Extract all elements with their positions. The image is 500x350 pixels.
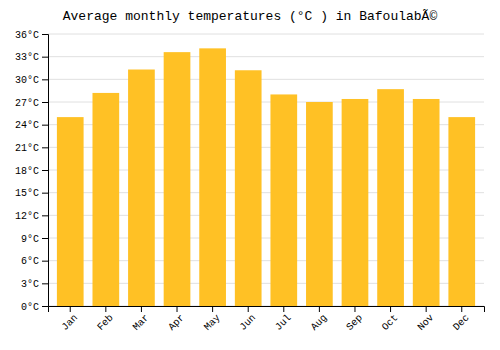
tick-mark xyxy=(70,306,71,312)
plot-area: 0°C 3°C 6°C 9°C 12°C 15°C 18°C 21°C 24°C 27°C 30°C… xyxy=(15,30,485,333)
tick-mark xyxy=(212,306,213,312)
tick-label: 18°C xyxy=(15,166,39,177)
tick: Aug xyxy=(309,306,330,333)
grid-line xyxy=(48,34,484,35)
tick-mark xyxy=(105,306,106,312)
tick: 27°C xyxy=(15,98,48,109)
tick: Feb xyxy=(95,306,116,333)
bar xyxy=(448,117,475,306)
tick-label: Mar xyxy=(131,312,152,333)
title: Average monthly temperatures (°C ) in Ba… xyxy=(63,9,438,24)
tick-label: 24°C xyxy=(15,120,39,131)
tick: Oct xyxy=(380,306,401,333)
tick-mark xyxy=(42,261,48,262)
axis-line xyxy=(49,307,485,313)
tick-mark xyxy=(42,170,48,171)
bar xyxy=(92,93,119,306)
tick: 21°C xyxy=(15,143,48,154)
tick-label: Jan xyxy=(60,312,81,333)
tick-label: 9°C xyxy=(21,234,39,245)
tick-mark xyxy=(42,147,48,148)
tick-label: 15°C xyxy=(15,188,39,199)
tick-label: Oct xyxy=(380,312,401,333)
bar xyxy=(57,117,84,306)
bar xyxy=(413,99,440,306)
tick: Jul xyxy=(273,306,294,333)
tick: 15°C xyxy=(15,188,48,199)
grid-line xyxy=(48,79,484,80)
tick-label: Dec xyxy=(451,312,472,333)
tick-mark xyxy=(390,306,391,312)
x-axis: Jan Feb Mar Apr May Jun Jul Aug Sep Oct Nov Dec xyxy=(49,306,485,333)
tick-label: 3°C xyxy=(21,279,39,290)
tick-mark xyxy=(283,306,284,312)
tick-label: Feb xyxy=(95,312,116,333)
tick-mark xyxy=(42,283,48,284)
tick-label: 0°C xyxy=(21,302,39,313)
bar xyxy=(270,94,297,306)
tick: 9°C xyxy=(21,234,48,245)
tick-mark xyxy=(42,79,48,80)
tick-mark xyxy=(319,306,320,312)
bar xyxy=(306,102,333,306)
bar xyxy=(164,52,191,306)
tick: 3°C xyxy=(21,279,48,290)
tick-mark xyxy=(42,193,48,194)
y-axis: 0°C 3°C 6°C 9°C 12°C 15°C 18°C 21°C 24°C 27°C 30°C… xyxy=(15,30,49,313)
tick-label: Jun xyxy=(238,312,259,333)
bars xyxy=(57,48,475,306)
tick: 33°C xyxy=(15,52,48,63)
tick-mark xyxy=(42,102,48,103)
tick: Sep xyxy=(344,306,365,333)
tick-mark xyxy=(42,34,48,35)
tick: Nov xyxy=(416,306,437,333)
grid xyxy=(48,34,484,306)
tick-mark xyxy=(461,306,462,312)
tick: Dec xyxy=(451,306,472,333)
tick-mark xyxy=(42,215,48,216)
tick-mark xyxy=(354,306,355,312)
tick-mark xyxy=(141,306,142,312)
tick: 12°C xyxy=(15,211,48,222)
tick-label: 30°C xyxy=(15,75,39,86)
tick: May xyxy=(202,306,223,333)
tick: Jan xyxy=(60,306,81,333)
tick-mark xyxy=(42,238,48,239)
tick-label: 33°C xyxy=(15,52,39,63)
tick: Mar xyxy=(131,306,152,333)
tick: Apr xyxy=(166,306,187,333)
tick: 24°C xyxy=(15,120,48,131)
tick-label: 36°C xyxy=(15,30,39,41)
tick-label: Aug xyxy=(309,312,330,333)
tick: Jun xyxy=(238,306,259,333)
tick-label: 21°C xyxy=(15,143,39,154)
chart: 0°C 3°C 6°C 9°C 12°C 15°C 18°C 21°C 24°C 27°C 30°C… xyxy=(0,0,500,350)
tick: 30°C xyxy=(15,75,48,86)
tick-label: Apr xyxy=(166,312,187,333)
tick-label: Sep xyxy=(344,312,365,333)
tick-mark xyxy=(426,306,427,312)
bar xyxy=(199,48,226,306)
axis-line xyxy=(42,35,49,307)
tick-label: 6°C xyxy=(21,256,39,267)
tick-label: May xyxy=(202,312,223,333)
tick: 36°C xyxy=(15,30,48,41)
tick-mark xyxy=(42,306,48,307)
tick-label: Nov xyxy=(416,312,437,333)
tick-mark xyxy=(248,306,249,312)
bar xyxy=(342,99,369,306)
bar xyxy=(377,89,404,306)
tick-mark xyxy=(42,57,48,58)
tick-mark xyxy=(42,125,48,126)
tick: 18°C xyxy=(15,166,48,177)
tick: 0°C xyxy=(21,302,48,313)
tick-mark xyxy=(177,306,178,312)
tick-label: 12°C xyxy=(15,211,39,222)
bar xyxy=(128,70,155,306)
grid-line xyxy=(48,56,484,57)
tick: 6°C xyxy=(21,256,48,267)
bar xyxy=(235,70,262,306)
tick-label: 27°C xyxy=(15,98,39,109)
tick-label: Jul xyxy=(273,312,294,333)
